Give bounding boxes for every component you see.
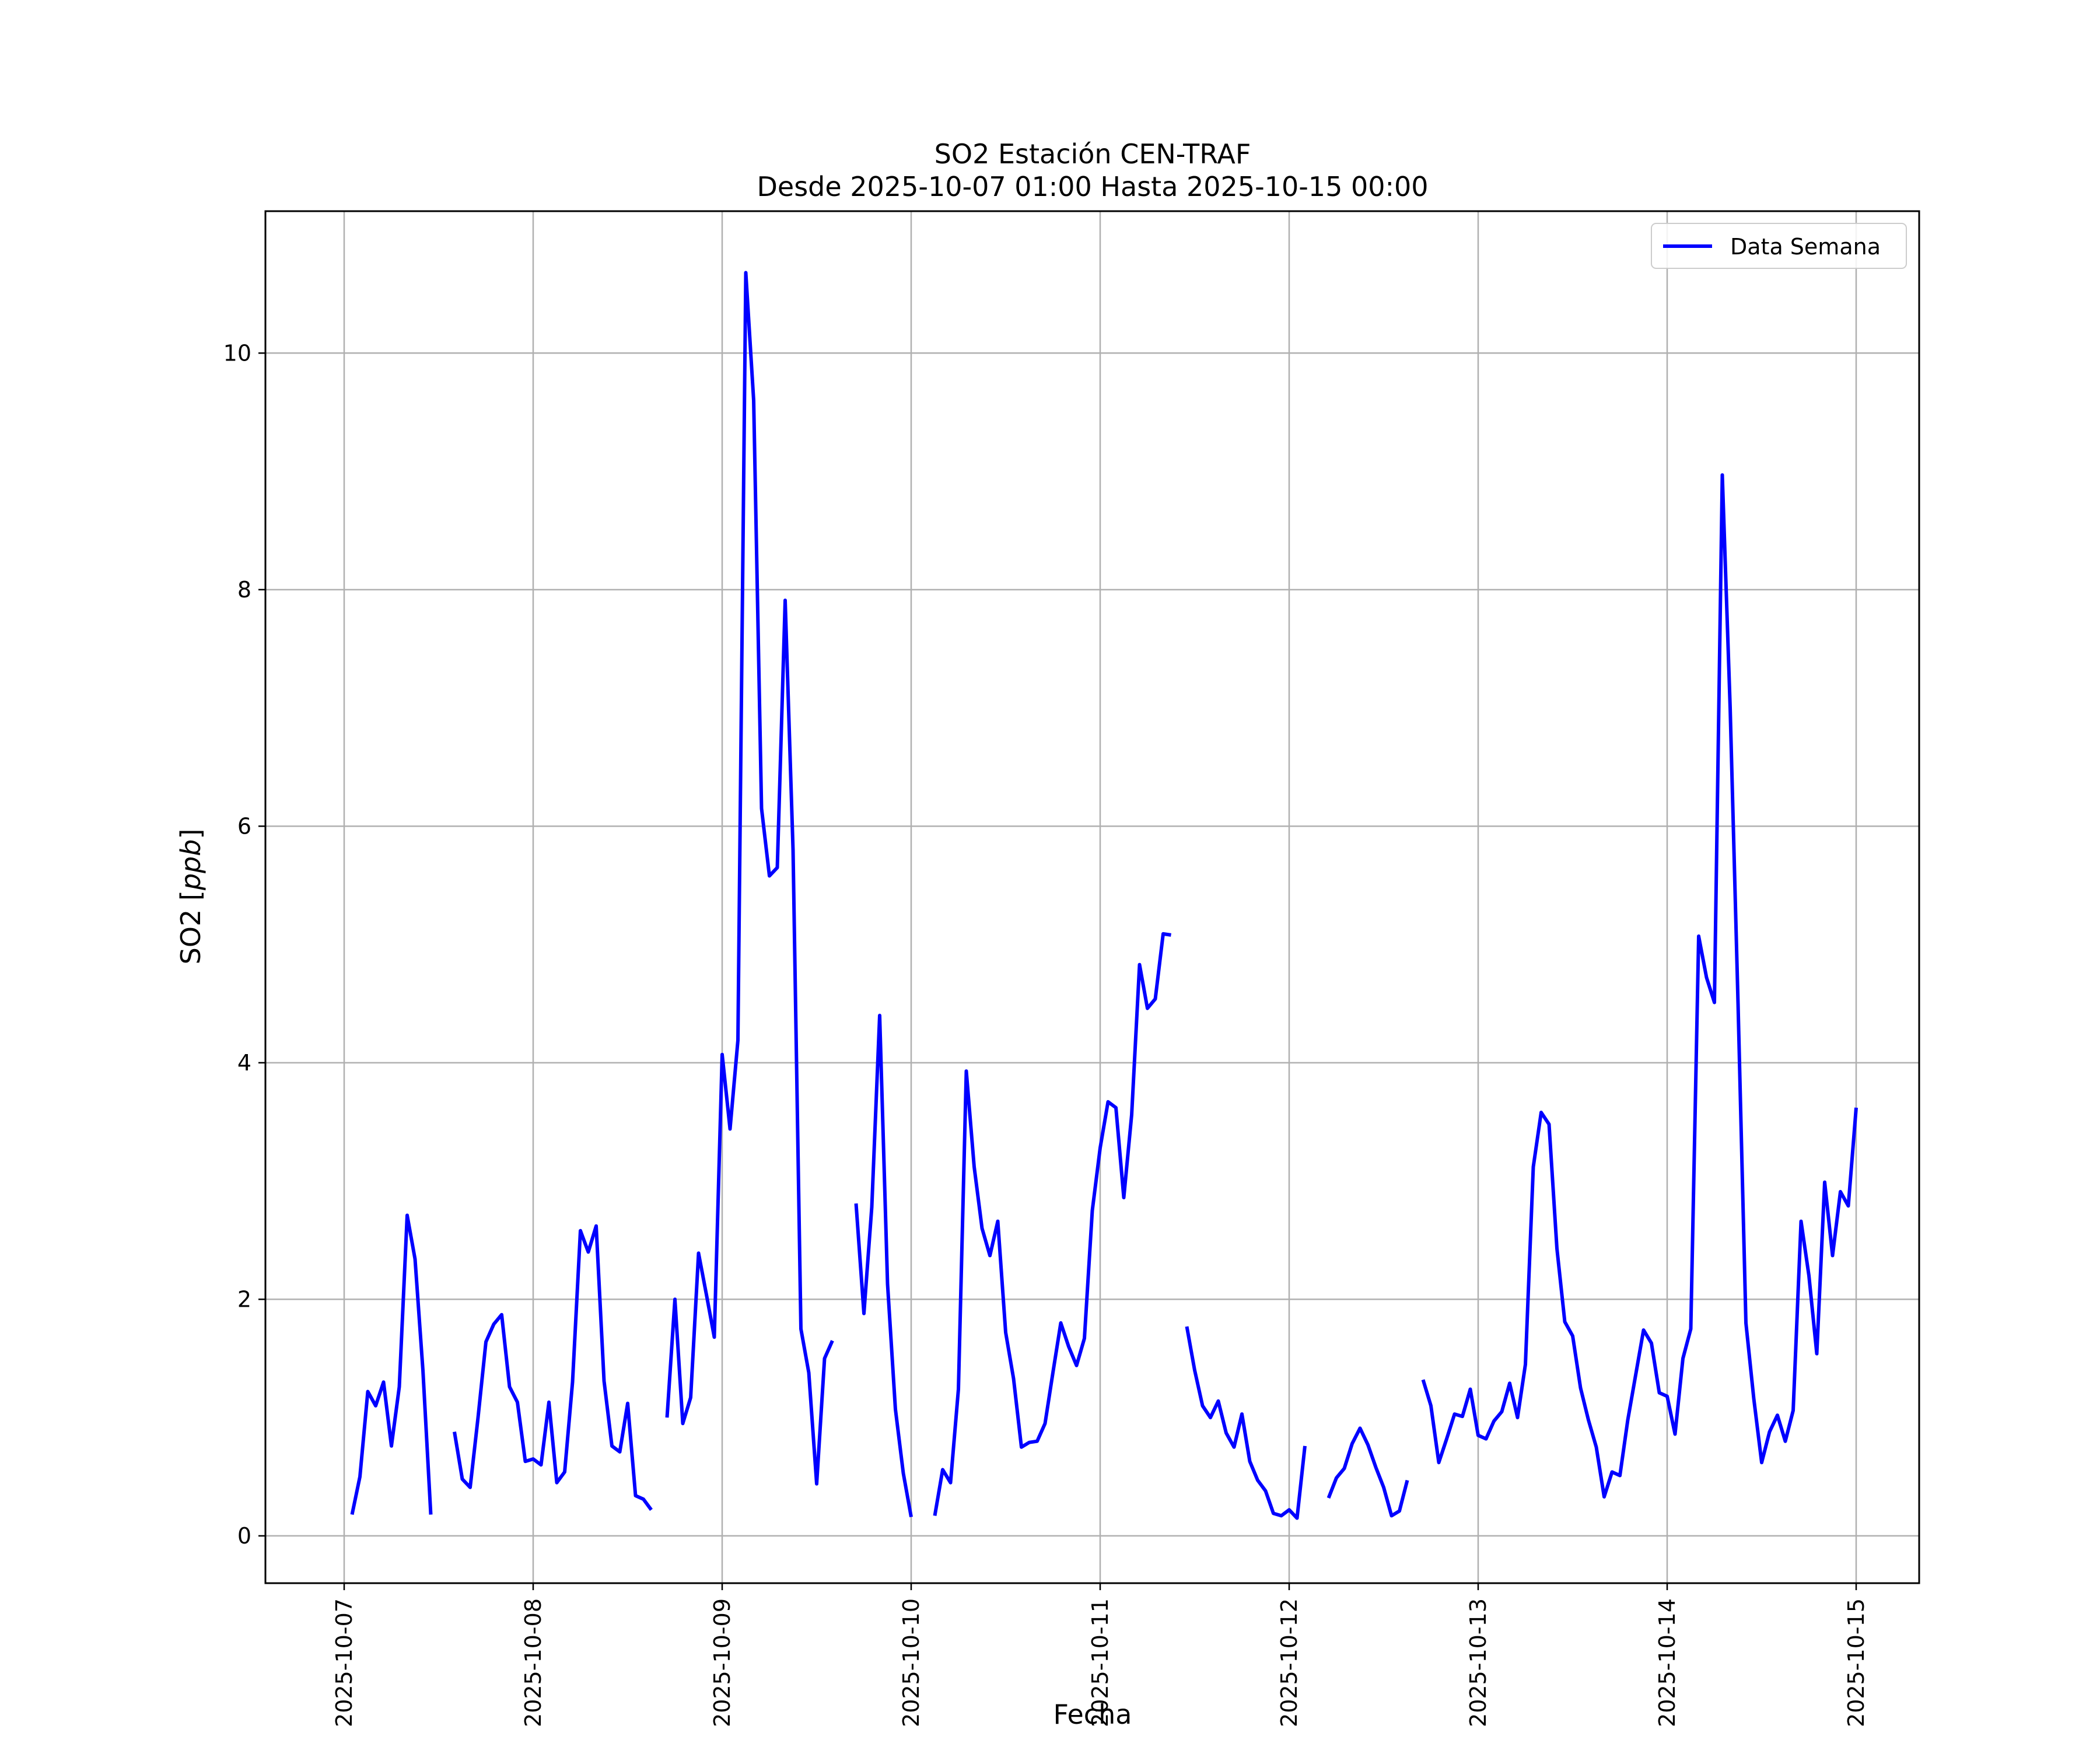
y-tick-label: 8 <box>237 577 251 603</box>
x-axis-label: Fecha <box>1054 1699 1132 1730</box>
x-tick-label: 2025-10-09 <box>709 1598 735 1727</box>
x-tick-label: 2025-10-14 <box>1654 1598 1680 1727</box>
legend: Data Semana <box>1651 223 1907 269</box>
ticks: 0 2 4 6 8 10 2025-10-07 2025-10-08 2025-10-09 202… <box>223 340 1869 1727</box>
y-tick-label: 2 <box>237 1286 251 1312</box>
x-tick-label: 2025-10-12 <box>1276 1598 1302 1727</box>
plot-area-frame <box>264 210 1920 1584</box>
y-axis-label-close: ] <box>175 829 206 839</box>
x-tick-label: 2025-10-10 <box>898 1598 924 1727</box>
series-line-segment <box>933 932 1171 1516</box>
y-tick-label: 6 <box>237 813 251 839</box>
y-tick-label: 10 <box>223 340 251 366</box>
series-line-segment <box>1326 1426 1409 1518</box>
x-tick-label: 2025-10-15 <box>1843 1598 1869 1727</box>
x-tick-label: 2025-10-11 <box>1087 1598 1113 1727</box>
y-tick-label: 0 <box>237 1523 251 1549</box>
series-line-segment <box>1185 1326 1307 1520</box>
legend-label-data-semana: Data Semana <box>1730 234 1881 260</box>
y-axis-label-unit: ppb <box>175 839 206 891</box>
series-line-segment <box>350 1213 433 1516</box>
chart-subtitle: Desde 2025-10-07 01:00 Hasta 2025-10-15 … <box>757 171 1428 202</box>
x-tick-label: 2025-10-13 <box>1465 1598 1491 1727</box>
series-line-segment <box>665 271 834 1486</box>
series-line-segment <box>453 1224 653 1511</box>
x-tick-label: 2025-10-08 <box>520 1598 546 1727</box>
y-axis-label-text: SO2 [ <box>175 890 206 964</box>
y-tick-label: 4 <box>237 1050 251 1076</box>
series-line-segment <box>854 1013 913 1518</box>
grid <box>265 211 1919 1583</box>
x-tick-label: 2025-10-07 <box>331 1598 357 1727</box>
chart-title: SO2 Estación CEN-TRAF <box>935 138 1251 170</box>
legend-box <box>1651 223 1907 269</box>
series-line-segment <box>1421 473 1858 1499</box>
y-axis-label: SO2 [ppb] <box>175 829 206 965</box>
series-data-semana <box>350 271 1858 1520</box>
